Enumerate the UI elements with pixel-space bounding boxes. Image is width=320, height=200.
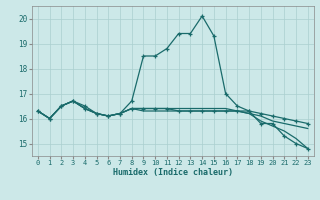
X-axis label: Humidex (Indice chaleur): Humidex (Indice chaleur) xyxy=(113,168,233,177)
